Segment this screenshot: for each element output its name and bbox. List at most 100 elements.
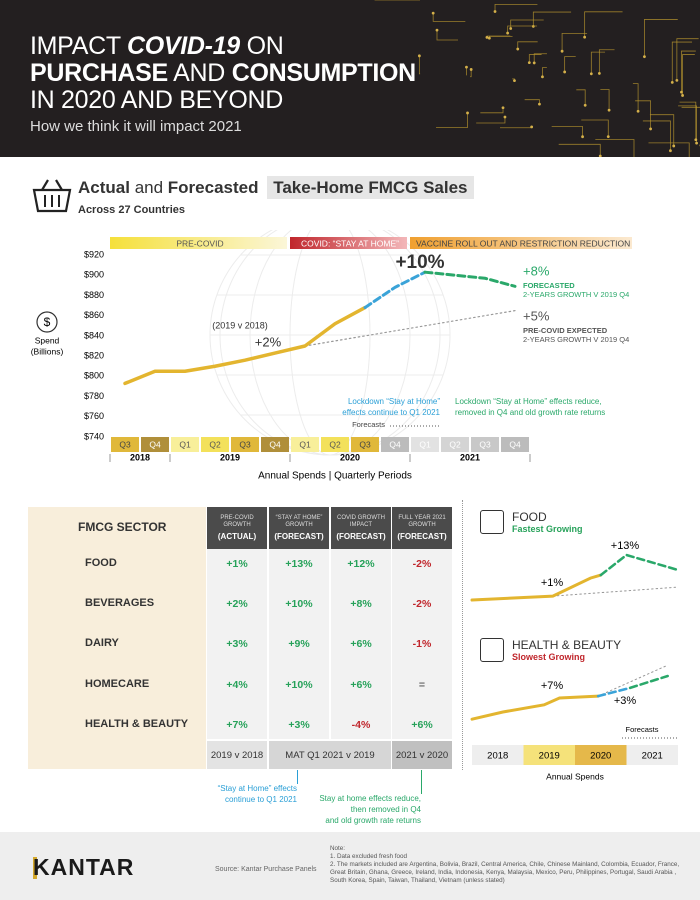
table-value: -4%: [351, 719, 371, 731]
decoration-dot: [531, 25, 535, 28]
decoration-dot: [465, 65, 468, 69]
decoration-dot: [501, 106, 505, 110]
title-text: AND: [167, 59, 232, 87]
quarter-box: [381, 437, 409, 452]
year-label: 2020: [340, 452, 360, 462]
decoration-line: [632, 83, 639, 112]
phase-label: PRE-COVID: [176, 238, 223, 248]
decoration-dot: [541, 75, 544, 79]
x-tick-label: Q2: [329, 439, 341, 449]
table-value: +2%: [226, 598, 248, 610]
phase-bar: [290, 237, 407, 249]
series-line: [597, 664, 669, 697]
table-value: +3%: [288, 719, 310, 731]
decoration-dot: [583, 103, 587, 107]
decoration-line: [598, 49, 615, 74]
annotation: +5%: [523, 308, 550, 323]
x-tick-label: Q4: [389, 439, 401, 449]
column-body: [269, 549, 329, 739]
series-line: [304, 310, 516, 347]
quarter-box: [141, 437, 169, 452]
decoration-dot: [527, 61, 531, 65]
title-text: PURCHASE: [30, 59, 168, 87]
basket-icon: [32, 179, 72, 213]
decoration-dot: [672, 144, 676, 148]
decoration-line: [642, 120, 671, 151]
x-tick-label: 2019: [539, 751, 560, 762]
decoration-dot: [643, 55, 646, 59]
quarter-box: [231, 437, 259, 452]
x-axis-label: Annual Spends: [546, 771, 604, 781]
decoration-line: [476, 117, 506, 124]
phase-label: COVID: “STAY AT HOME”: [301, 238, 399, 248]
annotation: Lockdown “Stay at Home”: [348, 397, 440, 406]
decoration-line: [644, 19, 678, 57]
y-tick-label: $800: [84, 371, 104, 381]
decoration-line: [681, 106, 700, 108]
decoration-dot: [503, 115, 507, 119]
decoration-dot: [493, 10, 497, 13]
quarter-box: [171, 437, 199, 452]
decoration-dot: [597, 72, 601, 75]
annotation: +3%: [614, 695, 637, 707]
decoration-line: [418, 55, 421, 75]
x-tick-label: Q1: [179, 439, 191, 449]
phase-bar: [110, 237, 287, 249]
decoration-line: [584, 11, 623, 38]
quarter-box: [351, 437, 379, 452]
decoration-line: [635, 100, 651, 129]
annotation: 2-YEARS GROWTH V 2019 Q4: [523, 335, 629, 344]
decoration-line: [542, 67, 547, 77]
x-tick-label: Q4: [269, 439, 281, 449]
decoration-line: [561, 32, 588, 52]
series-line: [123, 305, 367, 386]
sector-label: DAIRY: [85, 637, 119, 649]
column-header-text: (FORECAST): [274, 532, 324, 541]
table-value: +1%: [226, 558, 248, 570]
separator: [462, 500, 463, 770]
annotation: +10%: [395, 252, 444, 273]
decoration-dot: [675, 79, 679, 82]
notes-title: Note:: [330, 845, 346, 852]
decoration-dot: [589, 72, 593, 76]
year-label: 2018: [130, 452, 150, 462]
decoration-line: [470, 69, 472, 78]
x-tick-label: Q3: [479, 439, 491, 449]
decoration-dot: [636, 109, 640, 113]
series-line: [596, 686, 632, 698]
quarter-box: [501, 437, 529, 452]
column-header: FULL YEAR 2021 GROWTH (FORECAST): [392, 507, 452, 549]
sector-label: HEALTH & BEAUTY: [85, 718, 189, 730]
y-tick-label: $840: [84, 330, 104, 340]
sector-label: BEVERAGES: [85, 597, 155, 609]
ylabel-icon-text: $: [44, 315, 51, 329]
table-value: +6%: [411, 719, 433, 731]
decoration-line: [595, 139, 635, 157]
annotation: Lockdown “Stay at Home” effects reduce,: [455, 397, 602, 406]
annotation: +8%: [523, 263, 550, 278]
mini-title: FOOD: [512, 510, 547, 524]
year-band: [575, 745, 627, 765]
x-tick-label: Q4: [509, 439, 521, 449]
annotation: +2%: [255, 334, 282, 349]
table-note: continue to Q1 2021: [224, 795, 297, 804]
decoration-line: [532, 11, 572, 27]
y-tick-label: $740: [84, 431, 104, 441]
decoration-line: [671, 41, 693, 83]
decoration-dot: [563, 70, 567, 74]
decoration-dot: [669, 149, 672, 153]
decoration-line: [507, 25, 538, 34]
table-value: +8%: [350, 598, 372, 610]
column-header: COVID GROWTH IMPACT (FORECAST): [331, 507, 391, 549]
sector-label: HOMECARE: [85, 678, 150, 690]
series-line: [599, 553, 680, 577]
annotation: (2019 v 2018): [212, 320, 268, 330]
decoration-line: [480, 107, 504, 114]
decoration-line: [499, 126, 533, 129]
annotation: removed in Q4 and old growth rate return…: [455, 408, 605, 417]
annotation: Forecasts: [352, 420, 385, 429]
column-header-text: (FORECAST): [336, 532, 386, 541]
header-decoration: [374, 0, 700, 157]
decoration-line: [576, 89, 586, 106]
section-title-text: and: [129, 178, 168, 197]
